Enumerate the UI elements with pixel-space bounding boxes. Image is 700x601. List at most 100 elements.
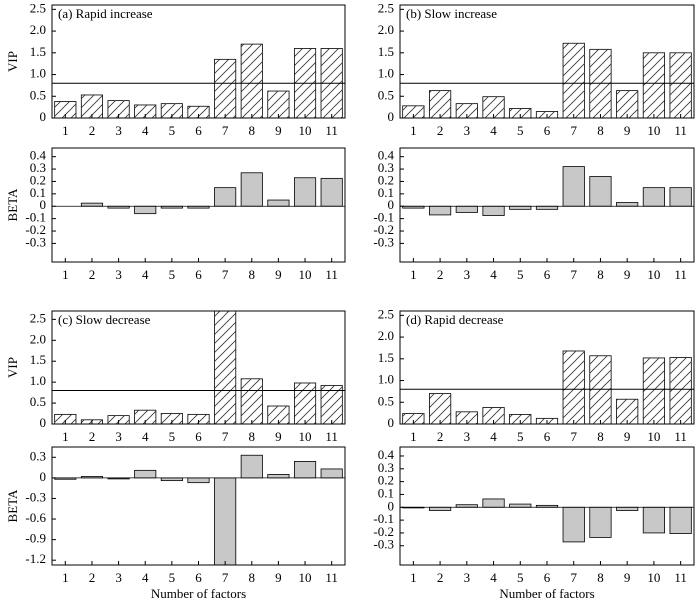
y-tick-label: -0.3 [25,234,46,249]
x-tick-label: 4 [142,123,149,138]
x-tick-label: 2 [89,570,96,585]
bar-hatch [187,414,210,424]
y-tick-label: 1.5 [378,44,394,59]
bar [240,454,263,479]
y-tick-label: 0.2 [30,172,46,187]
x-tick-label: 6 [195,267,202,282]
y-tick-label: 2.0 [378,22,394,37]
y-tick-label: 0 [388,109,395,124]
x-tick-label: 3 [115,123,122,138]
x-axis-label: Number of factors [151,586,246,601]
x-tick-label: 10 [647,123,660,138]
bar-hatch [161,413,183,424]
x-tick-label: 4 [142,570,149,585]
y-tick-label: 1.5 [378,350,394,365]
y-tick-label: -0.9 [25,531,46,546]
bar-hatch [107,415,130,424]
x-tick-label: 11 [325,570,338,585]
y-tick-label: 0.3 [30,448,46,463]
bar-hatch [482,407,505,424]
bar [616,202,639,207]
bar-hatch [563,43,585,118]
y-tick-label: -0.1 [373,210,394,225]
x-tick-label: 1 [410,429,417,444]
plot-frame [51,310,346,425]
x-tick-label: 11 [674,267,687,282]
bar [214,187,237,207]
y-tick-label: 2.5 [30,310,46,325]
bar-hatch [669,357,692,424]
x-tick-label: 4 [142,267,149,282]
y-tick-label: 1.0 [30,373,46,388]
y-tick-label: 0.2 [378,473,394,488]
x-tick-label: 11 [325,123,338,138]
x-tick-label: 1 [62,429,69,444]
y-tick-label: 2.5 [378,0,394,15]
y-tick-label: -0.1 [25,210,46,225]
bar-hatch [509,414,531,424]
bar [616,506,639,511]
bar [187,477,210,484]
bar [428,506,452,511]
x-tick-label: 11 [674,429,687,444]
y-tick-label: -1.2 [25,551,46,566]
x-tick-label: 3 [115,570,122,585]
panel-title: (d) Rapid decrease [406,312,504,327]
x-tick-label: 9 [275,267,282,282]
x-tick-label: 1 [410,570,417,585]
x-tick-label: 6 [544,267,551,282]
x-tick-label: 11 [325,267,338,282]
x-tick-label: 3 [464,570,471,585]
x-tick-label: 4 [490,429,497,444]
x-tick-label: 11 [325,429,338,444]
bar-hatch [563,350,585,424]
x-tick-label: 5 [517,570,524,585]
y-tick-label: 0.1 [378,485,394,500]
x-tick-label: 1 [62,123,69,138]
bar [293,177,317,207]
bar [509,503,532,508]
plot-frame [51,446,346,566]
x-tick-label: 4 [490,570,497,585]
x-tick-label: 2 [437,267,444,282]
x-tick-label: 9 [624,429,631,444]
y-tick-label: 0.1 [30,185,46,200]
bar [669,506,692,534]
x-tick-label: 5 [517,267,524,282]
bar-hatch [589,355,612,424]
bar-hatch [402,105,425,118]
bar-hatch [214,59,236,118]
bar-hatch [54,101,76,118]
x-tick-label: 10 [647,570,660,585]
bar [535,205,559,210]
x-tick-label: 7 [222,570,229,585]
x-tick-label: 1 [410,123,417,138]
plot-frame [51,4,346,119]
x-tick-label: 9 [275,570,282,585]
bar-hatch [267,406,290,424]
y-tick-label: 1.5 [30,352,46,367]
x-tick-label: 2 [89,267,96,282]
bar-hatch [643,357,665,424]
panel-title: (b) Slow increase [406,6,497,21]
panel-title: (a) Rapid increase [58,6,153,21]
x-tick-label: 8 [597,267,604,282]
x-tick-label: 2 [437,123,444,138]
y-tick-label: 2.5 [30,0,46,15]
x-tick-label: 7 [222,123,229,138]
x-tick-label: 7 [570,123,577,138]
bar-hatch [616,399,638,424]
y-tick-label: 0.4 [30,148,47,163]
y-tick-label: 0 [40,197,47,212]
x-tick-label: 6 [544,123,551,138]
bar [80,202,104,207]
y-axis-label: VIP [5,357,20,378]
y-tick-label: -0.2 [373,524,394,539]
y-tick-label: 1.5 [30,44,46,59]
bar [589,506,612,538]
x-tick-label: 9 [624,267,631,282]
x-tick-label: 5 [169,123,176,138]
x-tick-label: 5 [169,267,176,282]
y-tick-label: 2.0 [378,328,394,343]
x-tick-label: 5 [169,570,176,585]
